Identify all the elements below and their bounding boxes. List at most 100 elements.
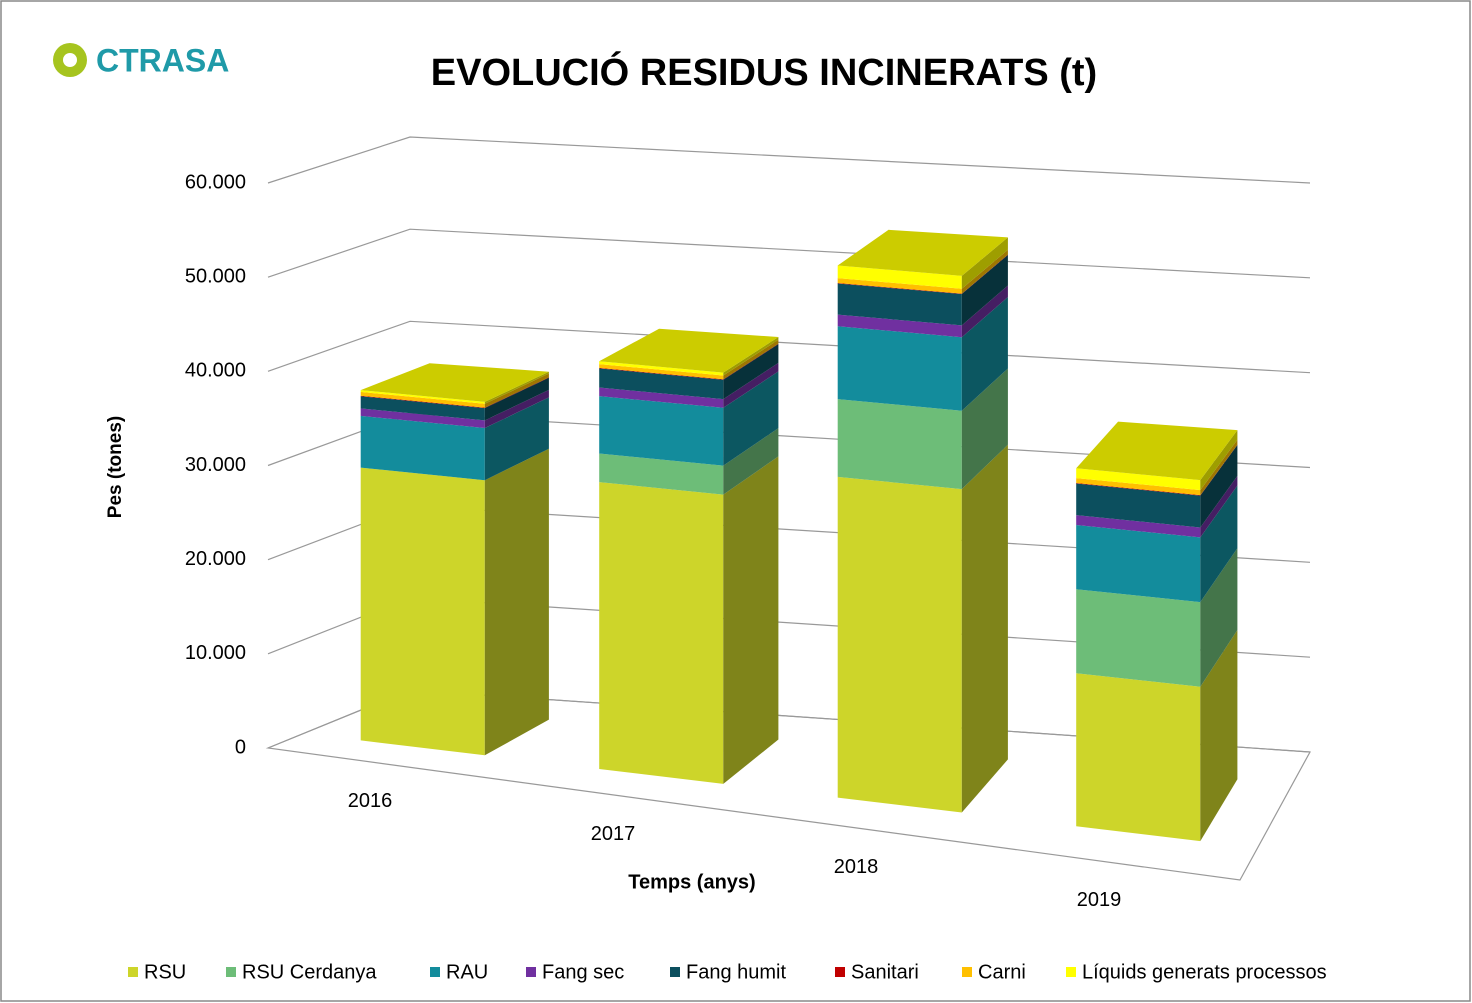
bar-side xyxy=(723,371,779,466)
y-tick-label: 40.000 xyxy=(185,360,246,382)
y-tick-label: 0 xyxy=(235,736,246,758)
bar-front xyxy=(360,467,485,756)
bar-front xyxy=(360,391,485,408)
bar-side xyxy=(484,448,549,756)
legend-label: Fang sec xyxy=(542,961,624,983)
y-tick-label: 20.000 xyxy=(185,548,246,570)
legend-swatch xyxy=(962,967,972,977)
y-tick-label: 30.000 xyxy=(185,454,246,476)
bar-stack xyxy=(360,363,549,756)
bar-front xyxy=(1076,673,1201,842)
x-tick-label: 2016 xyxy=(348,790,393,812)
bar-side xyxy=(723,344,779,400)
bar-front xyxy=(599,482,724,784)
bar-side xyxy=(484,389,549,428)
bar-side xyxy=(1200,444,1238,496)
y-tick-label: 50.000 xyxy=(185,265,246,287)
bar-front xyxy=(837,399,962,490)
bar-front xyxy=(1076,478,1201,496)
bar-side xyxy=(961,237,1008,289)
bar-side xyxy=(723,337,779,376)
grid-line xyxy=(267,320,1311,374)
logo-text: CTRASA xyxy=(96,42,229,78)
bar-front xyxy=(360,408,485,428)
bar-side xyxy=(1200,630,1238,842)
legend-swatch xyxy=(226,967,236,977)
y-axis-title: Pes (tones) xyxy=(105,416,126,518)
bar-side xyxy=(961,249,1008,294)
bar-stack xyxy=(599,328,779,784)
x-tick-label: 2019 xyxy=(1077,889,1122,911)
y-tick-label: 10.000 xyxy=(185,642,246,664)
bar-side xyxy=(723,428,779,495)
bar-front xyxy=(599,453,724,495)
bar-front xyxy=(1076,515,1201,538)
bar-front xyxy=(360,415,485,481)
bar-stack xyxy=(1076,421,1238,842)
bar-side xyxy=(723,343,779,380)
bar-front xyxy=(599,367,724,380)
bar-front xyxy=(1076,483,1201,496)
bar-side xyxy=(961,285,1008,338)
legend-swatch xyxy=(526,967,536,977)
chart-title: EVOLUCIÓ RESIDUS INCINERATS (t) xyxy=(431,50,1097,94)
bar-front xyxy=(599,361,724,376)
bar-side xyxy=(961,254,1008,294)
bar-top xyxy=(837,229,1008,276)
logo-icon-hole xyxy=(63,53,77,67)
bar-front xyxy=(1076,589,1201,687)
bar-front xyxy=(837,265,962,289)
bar-side xyxy=(723,339,779,380)
bar-front xyxy=(599,396,724,466)
legend-swatch xyxy=(1066,967,1076,977)
legend-swatch xyxy=(835,967,845,977)
bar-side xyxy=(723,362,779,408)
bar-side xyxy=(1200,485,1238,603)
legend-label: Carni xyxy=(978,961,1026,983)
logo: CTRASA xyxy=(53,42,229,78)
bar-front xyxy=(360,395,485,409)
bar-top xyxy=(360,363,549,402)
bar-front xyxy=(360,390,485,404)
bar-side xyxy=(961,255,1008,326)
bar-side xyxy=(484,373,549,408)
bar-front xyxy=(1076,468,1201,491)
bar-front xyxy=(837,326,962,411)
bar-side xyxy=(1200,445,1238,528)
bar-side xyxy=(484,377,549,409)
bar-side xyxy=(484,397,549,481)
bar-side xyxy=(723,456,779,784)
bar-stack xyxy=(837,229,1008,813)
x-axis-title: Temps (anys) xyxy=(628,871,755,893)
bar-front xyxy=(599,368,724,400)
grid-line xyxy=(267,228,1311,279)
legend-swatch xyxy=(128,967,138,977)
bar-front xyxy=(360,396,485,421)
bar-front xyxy=(837,278,962,294)
bar-side xyxy=(1200,430,1238,491)
legend-swatch xyxy=(430,967,440,977)
bar-top xyxy=(599,328,779,373)
legend-label: Líquids generats processos xyxy=(1082,961,1327,983)
bar-top xyxy=(1076,421,1238,481)
legend-label: RSU xyxy=(144,961,186,983)
legend-label: RSU Cerdanya xyxy=(242,961,377,983)
bar-side xyxy=(484,377,549,421)
bar-front xyxy=(599,387,724,408)
bar-side xyxy=(1200,475,1238,538)
x-tick-label: 2017 xyxy=(591,823,636,845)
legend-label: RAU xyxy=(446,961,488,983)
grid-line xyxy=(267,136,1311,184)
bar-side xyxy=(961,444,1008,813)
bar-front xyxy=(599,364,724,380)
bar-side xyxy=(961,297,1008,411)
legend: RSU RSU Cerdanya RAU Fang sec Fang humit Sani… xyxy=(128,961,1327,983)
x-tick-label: 2018 xyxy=(834,856,879,878)
bar-front xyxy=(837,314,962,338)
bar-front xyxy=(1076,525,1201,603)
y-tick-label: 60.000 xyxy=(185,171,246,193)
grid: 0 10.000 20.000 30.000 40.000 50.000 60.000 xyxy=(185,136,1311,758)
bar-front xyxy=(1076,483,1201,528)
legend-label: Sanitari xyxy=(851,961,919,983)
